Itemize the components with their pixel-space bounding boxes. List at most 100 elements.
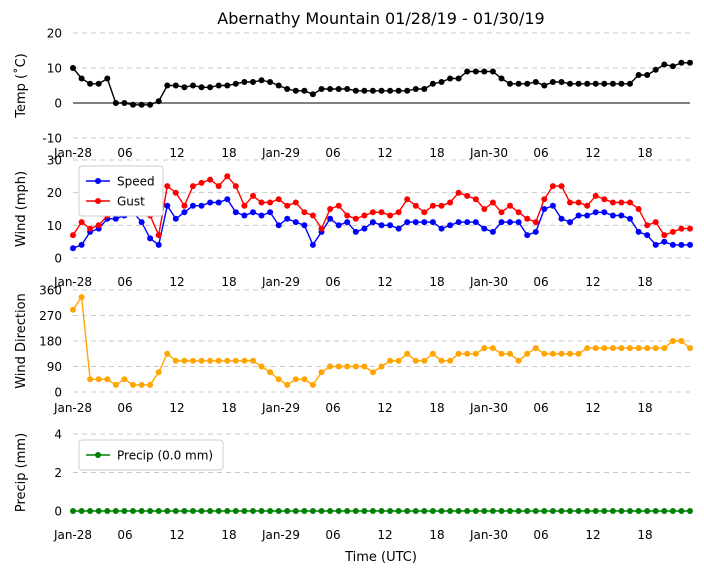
precip-data-point — [567, 508, 573, 514]
temperature-data-point — [541, 82, 548, 89]
wind-data-point — [421, 219, 428, 226]
precip-data-point — [592, 508, 599, 514]
wind-data-point — [215, 183, 222, 190]
direction-data-point — [687, 345, 693, 352]
wind-data-point — [575, 199, 582, 206]
wind-xtick-label: Jan-28 — [53, 275, 92, 289]
wind-data-point — [652, 241, 659, 248]
wind-data-point — [164, 183, 171, 190]
wind-data-point — [644, 222, 651, 229]
wind-data-point — [284, 215, 291, 222]
direction-data-point — [601, 345, 608, 352]
precip-xtick-label: 12 — [169, 528, 184, 542]
wind-data-point — [309, 212, 316, 219]
precip-data-point — [121, 508, 128, 514]
direction-xtick-label: Jan-30 — [469, 401, 508, 415]
precip-data-point — [412, 508, 419, 514]
wind-data-point — [472, 196, 479, 203]
direction-data-point — [284, 381, 291, 388]
precip-data-point — [327, 508, 334, 514]
precip-data-point — [635, 508, 642, 514]
precip-ytick-label: 0 — [54, 505, 62, 519]
wind-data-point — [541, 206, 548, 212]
precip-data-point — [438, 508, 445, 514]
temperature-data-point — [344, 86, 351, 92]
wind-data-point — [404, 196, 411, 203]
precip-xtick-label: 06 — [117, 528, 132, 542]
temperature-xtick-label: 06 — [325, 146, 340, 160]
wind-xtick-label: 18 — [637, 275, 652, 289]
wind-data-point — [335, 222, 342, 229]
wind-data-point — [87, 225, 94, 232]
precip-data-point — [644, 508, 651, 514]
direction-data-point — [215, 357, 222, 364]
precip-data-point — [112, 508, 119, 514]
temperature-data-point — [250, 79, 256, 85]
wind-data-point — [318, 225, 325, 232]
temperature-data-point — [627, 80, 633, 87]
direction-data-point — [318, 369, 325, 376]
temperature-data-point — [464, 68, 471, 75]
direction-data-point — [549, 350, 556, 357]
wind-data-point — [481, 225, 488, 232]
precip-data-point — [104, 508, 111, 514]
direction-data-point — [147, 381, 154, 388]
wind-ylabel: Wind (mph) — [14, 171, 29, 247]
precip-xtick-label: 18 — [221, 528, 236, 542]
precip-xtick-label: 12 — [585, 528, 600, 542]
temperature-data-point — [498, 75, 505, 82]
direction-data-point — [378, 363, 385, 370]
wind-data-point — [181, 202, 188, 209]
wind-data-point — [429, 219, 436, 226]
precip-data-point — [78, 508, 85, 514]
direction-data-point — [541, 350, 548, 357]
direction-data-point — [207, 357, 214, 364]
temperature-data-point — [70, 65, 76, 71]
wind-data-point — [292, 219, 299, 226]
temperature-data-point — [241, 79, 248, 85]
precip-data-point — [301, 508, 308, 514]
temperature-data-point — [258, 77, 265, 84]
direction-data-point — [438, 357, 445, 364]
wind-data-point — [301, 222, 308, 229]
direction-ytick-label: 360 — [39, 284, 62, 298]
temperature-data-point — [395, 87, 402, 94]
direction-data-point — [87, 376, 94, 383]
temperature-data-point — [327, 86, 334, 92]
direction-data-point — [267, 369, 274, 376]
direction-data-point — [558, 350, 565, 357]
direction-xtick-label: 12 — [585, 401, 600, 415]
precip-data-point — [404, 508, 411, 514]
precip-legend-label: Precip (0.0 mm) — [117, 449, 213, 463]
wind-data-point — [275, 222, 282, 229]
temperature-xtick-label: 18 — [429, 146, 444, 160]
wind-data-point — [601, 196, 608, 203]
wind-xtick-label: 12 — [169, 275, 184, 289]
wind-data-point — [652, 219, 659, 226]
direction-data-point — [661, 345, 668, 352]
wind-data-point — [429, 202, 436, 209]
wind-ytick-label: 10 — [47, 219, 62, 233]
temperature-data-point — [592, 80, 599, 87]
temperature-data-point — [687, 59, 693, 66]
wind-xtick-label: Jan-29 — [261, 275, 300, 289]
temperature-xtick-label: 18 — [221, 146, 236, 160]
wind-data-point — [344, 219, 351, 226]
wind-data-point — [378, 209, 385, 216]
wind-data-point — [464, 192, 471, 199]
precip-data-point — [284, 508, 291, 514]
direction-ytick-label: 270 — [39, 309, 62, 323]
wind-data-point — [70, 245, 76, 252]
precip-legend — [78, 439, 224, 471]
direction-data-point — [327, 363, 334, 370]
wind-data-point — [618, 212, 625, 219]
direction-data-point — [447, 357, 454, 364]
precip-data-point — [267, 508, 274, 514]
wind-data-point — [267, 209, 274, 216]
precip-data-point — [232, 508, 239, 514]
precip-data-point — [130, 508, 136, 514]
wind-data-point — [524, 215, 531, 222]
temperature-data-point — [104, 75, 111, 82]
temperature-data-point — [558, 79, 565, 85]
wind-data-point — [258, 212, 265, 219]
